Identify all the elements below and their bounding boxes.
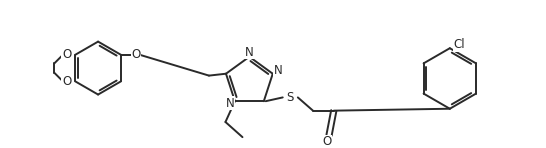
Text: O: O <box>62 48 72 61</box>
Text: O: O <box>62 75 72 88</box>
Text: N: N <box>245 45 254 58</box>
Text: O: O <box>132 48 141 61</box>
Text: O: O <box>323 135 332 148</box>
Text: N: N <box>226 97 235 110</box>
Text: S: S <box>287 91 294 104</box>
Text: Cl: Cl <box>453 38 465 51</box>
Text: N: N <box>274 64 283 77</box>
